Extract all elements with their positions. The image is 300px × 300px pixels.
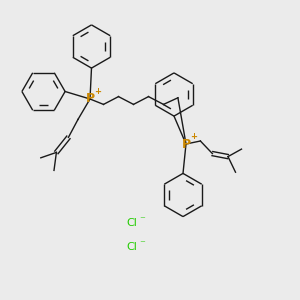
Text: +: +	[94, 87, 101, 96]
Text: Cl: Cl	[126, 242, 137, 253]
Text: P: P	[85, 92, 94, 106]
Text: ⁻: ⁻	[140, 215, 146, 225]
Text: +: +	[190, 132, 197, 141]
Text: P: P	[182, 137, 190, 151]
Text: ⁻: ⁻	[140, 239, 146, 249]
Text: Cl: Cl	[126, 218, 137, 229]
